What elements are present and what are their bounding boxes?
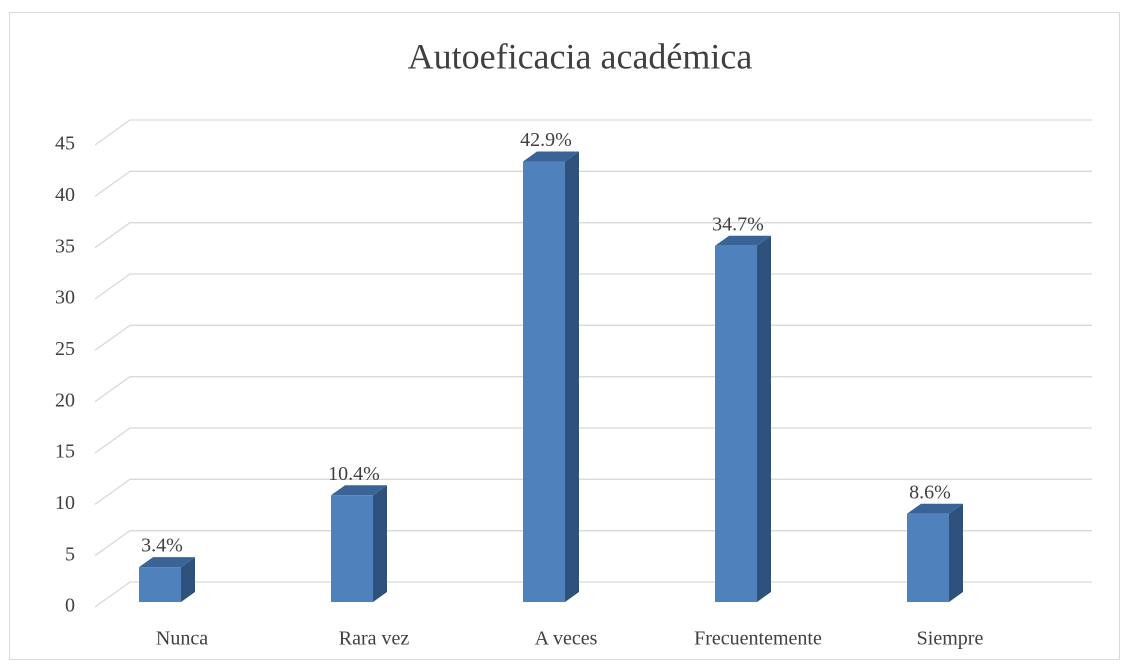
grid-line — [94, 273, 1092, 300]
bar-top — [523, 151, 579, 162]
bar-side — [949, 503, 963, 602]
y-tick-label: 20 — [55, 389, 75, 411]
x-tick-label: Siempre — [917, 628, 984, 650]
x-tick-label: Frecuentemente — [694, 628, 822, 650]
chart-title: Autoeficacia académica — [408, 36, 753, 76]
grid-line — [94, 119, 1092, 146]
grid-line — [94, 170, 1092, 197]
y-tick-label: 40 — [55, 184, 75, 206]
data-label: 42.9% — [520, 129, 572, 151]
y-tick-label: 5 — [65, 543, 75, 565]
bar — [331, 495, 373, 602]
bar-side — [373, 485, 387, 602]
bar — [139, 567, 181, 602]
grid-line — [94, 376, 1092, 403]
grid-line — [94, 581, 1092, 608]
bar — [907, 513, 949, 602]
grid-line — [94, 427, 1092, 454]
bar-side — [565, 151, 579, 602]
x-tick-label: A veces — [535, 628, 598, 650]
y-tick-label: 10 — [55, 492, 75, 514]
bar-top — [139, 557, 195, 568]
data-label: 34.7% — [712, 213, 764, 235]
x-tick-label: Rara vez — [339, 628, 410, 650]
grid-line — [94, 222, 1092, 249]
y-tick-label: 45 — [55, 133, 75, 155]
bar-top — [715, 235, 771, 246]
bar-top — [907, 503, 963, 514]
bar-side — [181, 557, 195, 602]
bar-side — [757, 235, 771, 602]
bar — [523, 161, 565, 602]
data-label: 8.6% — [909, 481, 951, 503]
data-label: 3.4% — [141, 535, 183, 557]
bar — [715, 245, 757, 602]
y-tick-label: 35 — [55, 235, 75, 257]
data-label: 10.4% — [328, 463, 380, 485]
y-tick-label: 25 — [55, 338, 75, 360]
bar-top — [331, 485, 387, 496]
y-tick-label: 30 — [55, 287, 75, 309]
y-tick-label: 0 — [65, 595, 75, 617]
grid-line — [94, 530, 1092, 557]
grid-line — [94, 478, 1092, 505]
x-tick-label: Nunca — [156, 628, 208, 650]
y-tick-label: 15 — [55, 441, 75, 463]
grid-line — [94, 324, 1092, 351]
